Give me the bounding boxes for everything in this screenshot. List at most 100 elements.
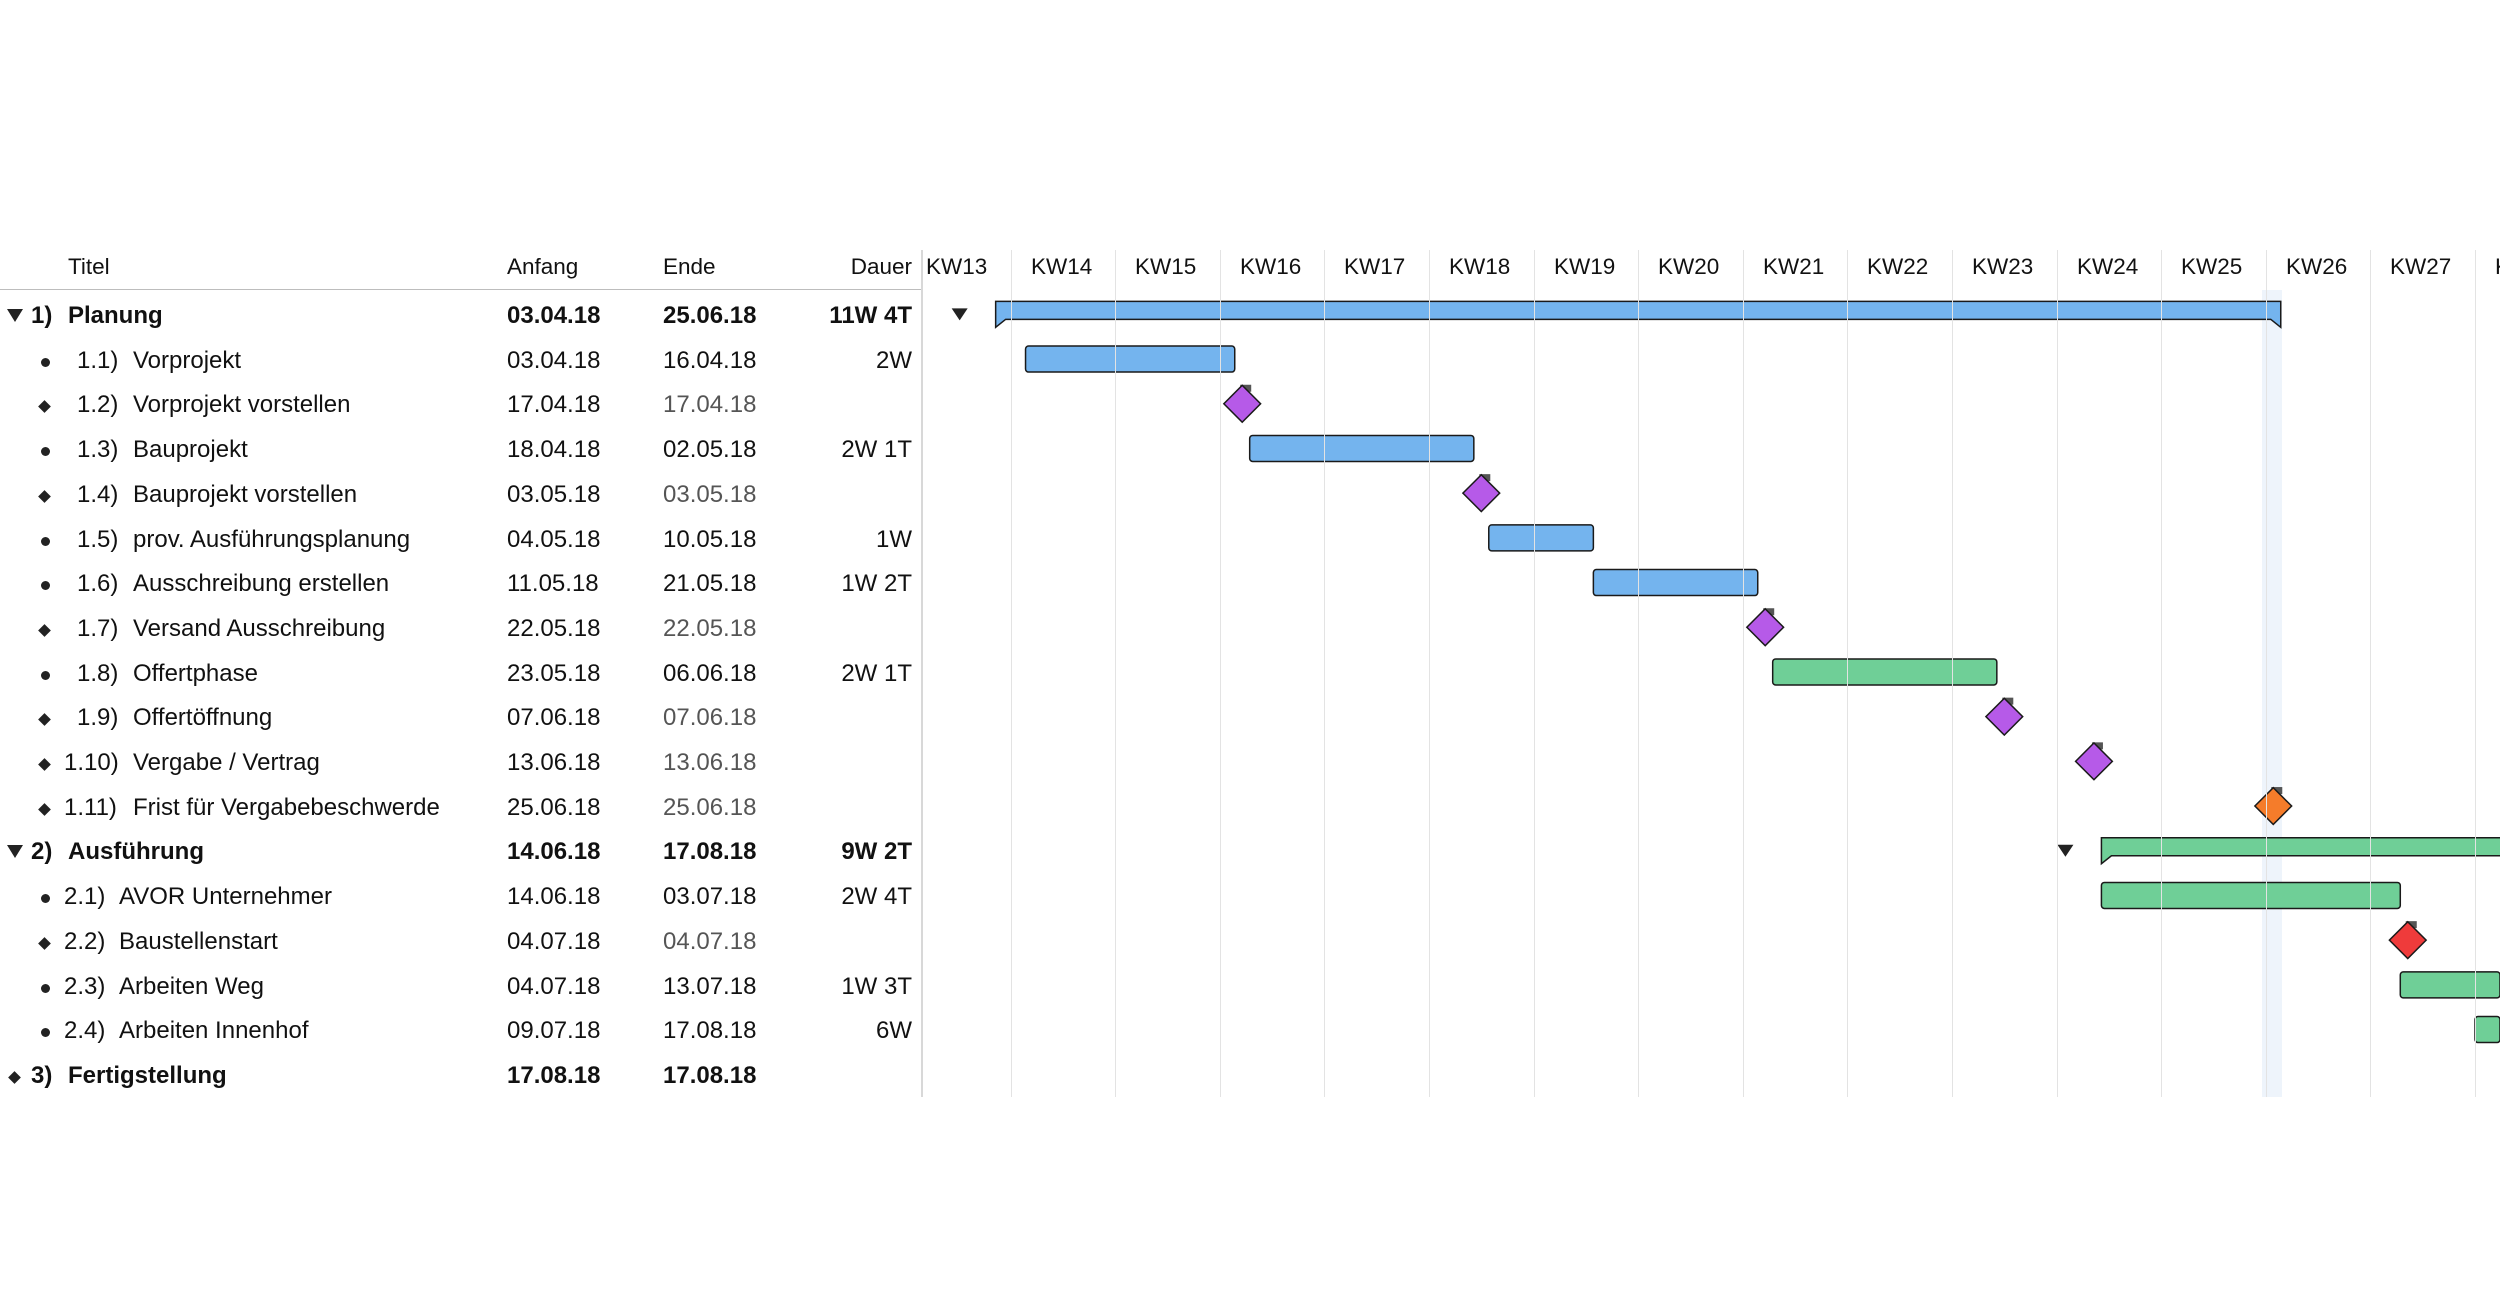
milestone-marker[interactable] [1984,697,2024,737]
task-start[interactable]: 03.04.18 [507,302,601,329]
task-bar[interactable] [2474,1015,2500,1044]
task-title[interactable]: Vorprojekt vorstellen [133,391,351,419]
milestone-marker[interactable] [1745,607,1785,647]
task-title[interactable]: Arbeiten Innenhof [119,1017,309,1045]
task-duration[interactable]: 2W [876,346,912,374]
task-end[interactable]: 17.08.18 [663,838,757,866]
task-duration[interactable]: 2W 1T [841,436,912,464]
task-duration[interactable]: 1W 2T [841,570,912,598]
task-end[interactable]: 06.06.18 [663,659,757,687]
task-end[interactable]: 17.08.18 [663,1061,757,1089]
task-bar[interactable] [2100,881,2402,910]
task-title[interactable]: Fertigstellung [68,1061,227,1089]
task-row[interactable]: 1.6) Ausschreibung erstellen 11.05.18 21.05… [0,562,921,607]
task-title[interactable]: Frist für Vergabebeschwerde [133,793,440,821]
task-row[interactable]: 1.2) Vorprojekt vorstellen 17.04.18 17.04.1… [0,383,921,428]
task-end[interactable]: 13.06.18 [663,749,757,776]
task-end[interactable]: 03.07.18 [663,883,757,911]
task-start[interactable]: 17.08.18 [507,1061,601,1089]
task-row[interactable]: 1.5) prov. Ausführungsplanung 04.05.18 10.0… [0,518,921,563]
task-row[interactable]: 2) Ausführung 14.06.18 17.08.18 9W 2T [0,830,921,875]
task-title[interactable]: Offertöffnung [133,704,273,732]
task-duration[interactable]: 6W [876,1017,912,1045]
task-duration[interactable]: 2W 4T [841,883,912,911]
task-duration[interactable]: 9W 2T [841,838,912,866]
column-header-title[interactable]: Titel [68,254,110,279]
task-title[interactable]: Offertphase [133,659,258,687]
task-start[interactable]: 03.05.18 [507,480,601,508]
task-title[interactable]: Baustellenstart [119,927,278,955]
task-bar[interactable] [1024,345,1236,373]
gantt-collapse-triangle-icon[interactable] [951,308,968,321]
task-end[interactable]: 22.05.18 [663,614,757,642]
task-start[interactable]: 23.05.18 [507,659,601,687]
task-row[interactable]: 1.8) Offertphase 23.05.18 06.06.18 2W 1T [0,652,921,697]
task-end[interactable]: 17.08.18 [663,1017,757,1045]
task-title[interactable]: Versand Ausschreibung [133,614,386,642]
task-title[interactable]: Bauprojekt vorstellen [133,480,358,508]
milestone-marker[interactable] [1222,384,1262,424]
task-start[interactable]: 09.07.18 [507,1017,601,1045]
task-duration[interactable]: 11W 4T [829,302,912,329]
task-start[interactable]: 04.05.18 [507,525,601,553]
task-duration[interactable]: 2W 1T [841,659,912,687]
task-end[interactable]: 10.05.18 [663,525,757,553]
task-start[interactable]: 11.05.18 [507,570,599,598]
task-title[interactable]: Bauprojekt [133,436,248,464]
task-row[interactable]: 1.9) Offertöffnung 07.06.18 07.06.18 [0,696,921,741]
task-title[interactable]: Ausführung [68,838,204,866]
task-start[interactable]: 18.04.18 [507,436,601,464]
task-row[interactable]: 1) Planung 03.04.18 25.06.18 11W 4T [0,294,921,339]
task-bar[interactable] [1771,658,1998,686]
collapse-triangle-icon[interactable] [7,845,23,859]
task-bar[interactable] [2399,971,2500,999]
task-bar[interactable] [1592,568,1759,597]
task-start[interactable]: 25.06.18 [507,793,601,821]
table-chart-separator[interactable] [921,250,923,1097]
task-row[interactable]: 2.2) Baustellenstart 04.07.18 04.07.18 [0,920,921,965]
task-row[interactable]: 1.11) Frist für Vergabebeschwerde 25.06.18… [0,786,921,831]
task-title[interactable]: Vergabe / Vertrag [133,749,320,776]
task-start[interactable]: 13.06.18 [507,749,601,776]
task-row[interactable]: 1.7) Versand Ausschreibung 22.05.18 22.05.1… [0,607,921,652]
column-header-duration[interactable]: Dauer [850,254,912,279]
gantt-collapse-triangle-icon[interactable] [2057,844,2074,857]
task-title[interactable]: Planung [68,302,163,329]
task-start[interactable]: 04.07.18 [507,927,601,955]
milestone-marker[interactable] [2388,920,2428,960]
task-start[interactable]: 03.04.18 [507,346,601,374]
task-bar[interactable] [1488,524,1595,552]
task-row[interactable]: 1.1) Vorprojekt 03.04.18 16.04.18 2W [0,339,921,384]
task-start[interactable]: 22.05.18 [507,614,601,642]
task-row[interactable]: 1.3) Bauprojekt 18.04.18 02.05.18 2W 1T [0,428,921,473]
task-start[interactable]: 17.04.18 [507,391,601,419]
task-duration[interactable]: 1W [876,525,912,553]
task-start[interactable]: 14.06.18 [507,838,601,866]
task-row[interactable]: 2.3) Arbeiten Weg 04.07.18 13.07.18 1W 3T [0,965,921,1010]
collapse-triangle-icon[interactable] [7,309,23,322]
task-row[interactable]: 1.10) Vergabe / Vertrag 13.06.18 13.06.18 [0,741,921,786]
task-row[interactable]: 3) Fertigstellung 17.08.18 17.08.18 [0,1054,921,1099]
task-end[interactable]: 21.05.18 [663,570,757,598]
task-title[interactable]: AVOR Unternehmer [119,883,332,911]
task-end[interactable]: 02.05.18 [663,436,757,464]
task-end[interactable]: 03.05.18 [663,480,757,508]
milestone-marker[interactable] [2074,741,2114,781]
task-start[interactable]: 04.07.18 [507,972,601,1000]
column-header-start[interactable]: Anfang [507,254,579,279]
task-start[interactable]: 07.06.18 [507,704,601,732]
task-end[interactable]: 25.06.18 [663,302,757,329]
task-row[interactable]: 2.1) AVOR Unternehmer 14.06.18 03.07.18 2W 4… [0,875,921,920]
task-row[interactable]: 1.4) Bauprojekt vorstellen 03.05.18 03.05.1… [0,473,921,518]
task-end[interactable]: 04.07.18 [663,927,757,955]
column-header-end[interactable]: Ende [663,254,716,279]
task-end[interactable]: 17.04.18 [663,391,757,419]
task-end[interactable]: 07.06.18 [663,704,757,732]
task-title[interactable]: prov. Ausführungsplanung [133,525,411,553]
task-end[interactable]: 13.07.18 [663,972,757,1000]
task-end[interactable]: 16.04.18 [663,346,757,374]
milestone-marker[interactable] [1461,473,1501,513]
task-duration[interactable]: 1W 3T [841,972,912,1000]
task-title[interactable]: Ausschreibung erstellen [133,570,390,598]
task-title[interactable]: Vorprojekt [133,346,242,374]
